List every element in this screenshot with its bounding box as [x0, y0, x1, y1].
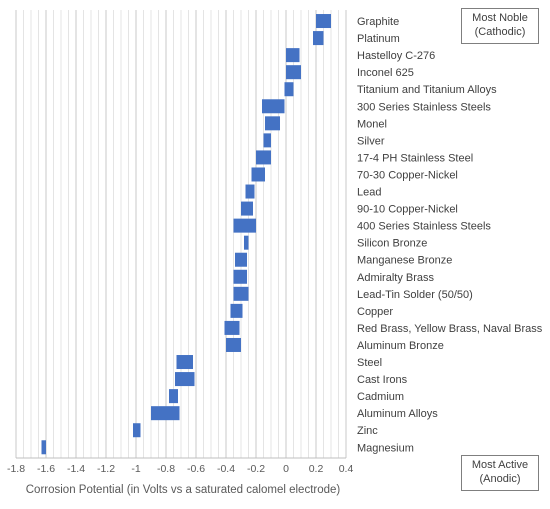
most-active-sublabel: (Anodic)	[479, 473, 521, 485]
bar	[175, 372, 195, 387]
bar	[286, 48, 300, 63]
bar	[241, 201, 253, 216]
category-label: Manganese Bronze	[357, 255, 452, 267]
category-label: Aluminum Alloys	[357, 408, 438, 420]
bar	[313, 31, 324, 46]
bar	[251, 167, 265, 182]
category-label: Zinc	[357, 425, 378, 437]
category-label: Admiralty Brass	[357, 272, 435, 284]
most-noble-label: Most Noble	[472, 12, 528, 24]
category-label: Silver	[357, 135, 385, 147]
bar	[263, 133, 271, 148]
x-tick-label: -0.2	[247, 463, 265, 475]
bar	[265, 116, 280, 131]
x-tick-label: -1.4	[67, 463, 85, 475]
category-label: Monel	[357, 118, 387, 130]
x-tick-label: 0.2	[309, 463, 324, 475]
bar	[230, 303, 243, 318]
bar	[233, 269, 247, 284]
category-label: Silicon Bronze	[357, 238, 427, 250]
category-label: Platinum	[357, 33, 400, 45]
x-tick-label: -1.6	[37, 463, 55, 475]
x-tick-label: 0.4	[339, 463, 354, 475]
category-label: 70-30 Copper-Nickel	[357, 169, 458, 181]
category-label: Lead	[357, 187, 381, 199]
most-active-box: Most Active (Anodic)	[461, 455, 539, 491]
category-label: 300 Series Stainless Steels	[357, 101, 491, 113]
bar	[233, 218, 256, 233]
bar	[316, 14, 331, 29]
category-label: Lead-Tin Solder (50/50)	[357, 289, 473, 301]
x-tick-label: -0.6	[187, 463, 205, 475]
category-label: Cast Irons	[357, 374, 408, 386]
bar	[133, 423, 141, 438]
category-label: Inconel 625	[357, 67, 414, 79]
x-tick-label: -1	[131, 463, 140, 475]
bar	[151, 406, 180, 421]
x-tick-labels: -1.8 -1.6 -1.4 -1.2 -1 -0.8 -0.6 -0.4 -0.2 0 0.2 0.…	[7, 463, 353, 475]
category-label: 17-4 PH Stainless Steel	[357, 152, 473, 164]
category-label: Hastelloy C-276	[357, 50, 435, 62]
category-label: 90-10 Copper-Nickel	[357, 204, 458, 216]
category-label: Titanium and Titanium Alloys	[357, 84, 497, 96]
category-label: Magnesium	[357, 442, 414, 454]
category-label: Aluminum Bronze	[357, 340, 444, 352]
bar	[284, 82, 294, 97]
x-tick-label: -0.4	[217, 463, 235, 475]
x-tick-label: -0.8	[157, 463, 175, 475]
most-noble-sublabel: (Cathodic)	[474, 26, 526, 38]
bar	[235, 252, 247, 267]
category-label: Red Brass, Yellow Brass, Naval Brass	[357, 323, 543, 335]
most-noble-box: Most Noble (Cathodic)	[461, 8, 539, 44]
bar	[286, 65, 301, 80]
bar	[41, 440, 46, 455]
bar	[226, 337, 241, 352]
x-tick-label: 0	[283, 463, 289, 475]
category-label: Copper	[357, 306, 393, 318]
category-label: Graphite	[357, 16, 399, 28]
bar	[256, 150, 271, 165]
bar	[224, 320, 240, 335]
bars	[41, 14, 331, 455]
x-tick-label: -1.8	[7, 463, 25, 475]
x-tick-label: -1.2	[97, 463, 115, 475]
most-active-label: Most Active	[471, 459, 529, 471]
category-label: Steel	[357, 357, 382, 369]
category-labels: Graphite Platinum Hastelloy C-276 Inconel 6…	[357, 16, 543, 454]
bar	[244, 235, 249, 250]
bar	[169, 389, 178, 404]
category-label: Cadmium	[357, 391, 404, 403]
x-axis-title: Corrosion Potential (in Volts vs a satur…	[26, 484, 341, 496]
bar	[176, 355, 193, 370]
bar	[233, 286, 249, 301]
category-label: 400 Series Stainless Steels	[357, 221, 491, 233]
bar	[262, 99, 285, 114]
bar	[245, 184, 255, 199]
